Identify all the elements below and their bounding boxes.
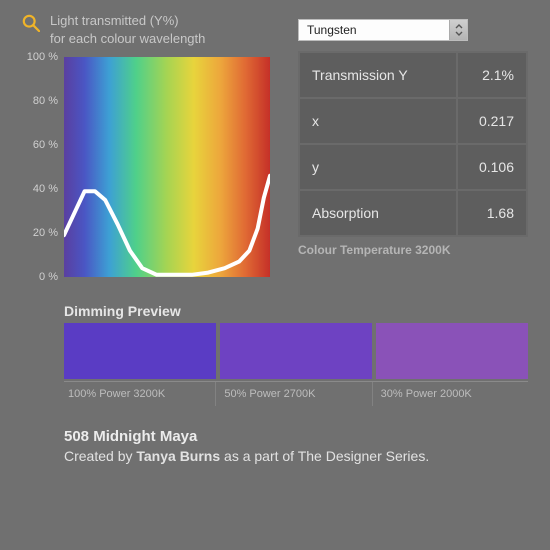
dimming-swatches (64, 323, 528, 379)
light-source-select[interactable]: Tungsten (298, 19, 468, 41)
dimming-swatch (64, 323, 216, 379)
dimming-swatch-label: 50% Power 2700K (220, 382, 372, 406)
product-byline: Created by Tanya Burns as a part of The … (64, 448, 528, 464)
y-tick: 20 % (33, 227, 58, 239)
dimming-swatch-label: 100% Power 3200K (64, 382, 216, 406)
magnifier-icon[interactable] (22, 14, 40, 32)
table-cell-value: 2.1% (457, 52, 527, 98)
table-cell-value: 1.68 (457, 190, 527, 236)
colour-temperature-caption: Colour Temperature 3200K (298, 243, 528, 257)
table-cell-label: Transmission Y (299, 52, 457, 98)
table-cell-value: 0.106 (457, 144, 527, 190)
table-row: Absorption1.68 (299, 190, 527, 236)
y-tick: 80 % (33, 95, 58, 107)
dimming-swatch-label: 30% Power 2000K (377, 382, 528, 406)
table-cell-label: Absorption (299, 190, 457, 236)
y-tick: 40 % (33, 183, 58, 195)
dimming-labels: 100% Power 3200K50% Power 2700K30% Power… (64, 381, 528, 406)
dimming-swatch (376, 323, 528, 379)
table-cell-label: x (299, 98, 457, 144)
transmission-chart: 0 %20 %40 %60 %80 %100 % (22, 57, 270, 277)
y-tick: 0 % (39, 271, 58, 283)
properties-table: Transmission Y2.1%x0.217y0.106Absorption… (298, 51, 528, 237)
byline-post: as a part of The Designer Series. (220, 448, 429, 464)
dimming-preview: Dimming Preview 100% Power 3200K50% Powe… (22, 303, 528, 406)
chevron-updown-icon (449, 20, 467, 40)
y-tick: 60 % (33, 139, 58, 151)
dimming-swatch (220, 323, 372, 379)
product-footer: 508 Midnight Maya Created by Tanya Burns… (64, 428, 528, 464)
y-tick: 100 % (27, 51, 58, 63)
chart-title-line2: for each colour wavelength (50, 30, 205, 48)
y-axis: 0 %20 %40 %60 %80 %100 % (22, 57, 62, 277)
chart-title-line1: Light transmitted (Y%) (50, 12, 205, 30)
filter-panel: Light transmitted (Y%) for each colour w… (0, 0, 550, 550)
table-cell-label: y (299, 144, 457, 190)
dimming-title: Dimming Preview (64, 303, 528, 319)
byline-pre: Created by (64, 448, 136, 464)
chart-plot (64, 57, 270, 277)
table-row: y0.106 (299, 144, 527, 190)
byline-author: Tanya Burns (136, 448, 220, 464)
table-row: Transmission Y2.1% (299, 52, 527, 98)
chart-title: Light transmitted (Y%) for each colour w… (50, 12, 205, 47)
table-row: x0.217 (299, 98, 527, 144)
table-cell-value: 0.217 (457, 98, 527, 144)
select-value: Tungsten (299, 23, 449, 37)
product-name: 508 Midnight Maya (64, 428, 528, 445)
